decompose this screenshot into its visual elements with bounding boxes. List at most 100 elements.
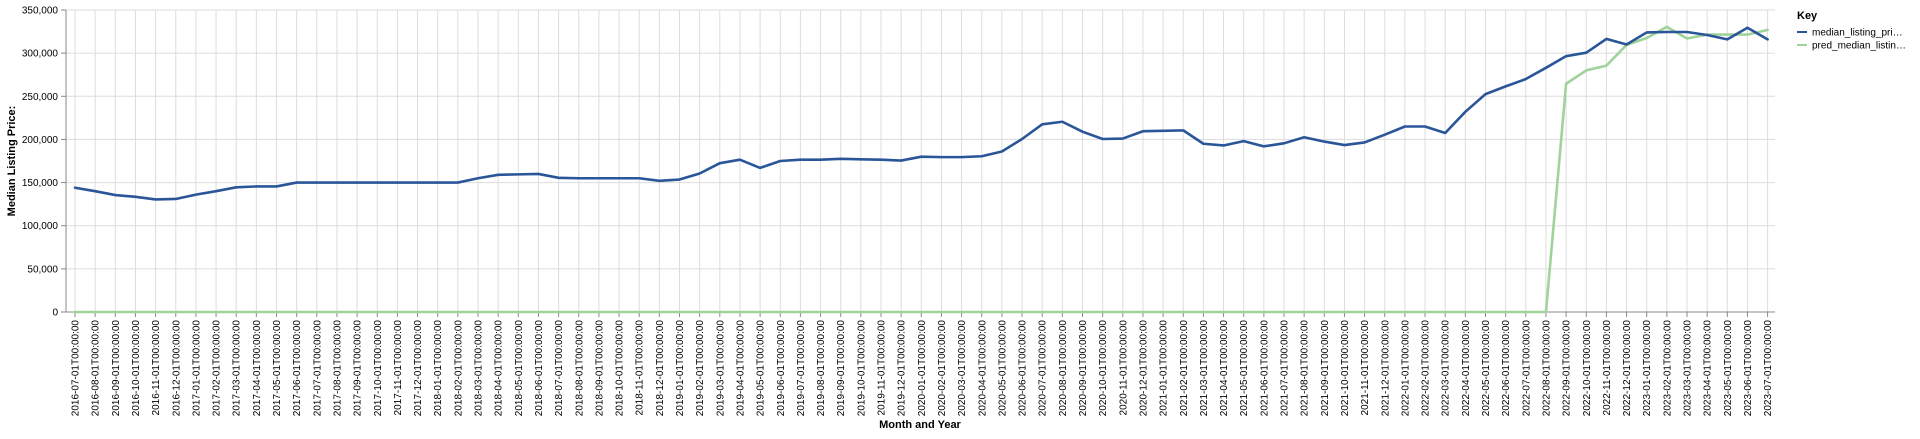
x-tick-label: 2021-08-01T00:00:00 [1300,320,1311,417]
x-tick-label: 2023-07-01T00:00:00 [1763,320,1774,417]
x-tick-label: 2018-01-01T00:00:00 [433,320,444,417]
x-tick-label: 2019-03-01T00:00:00 [715,320,726,417]
x-tick-label: 2019-10-01T00:00:00 [856,320,867,417]
series-lines [73,25,1769,314]
series-line-actual [73,26,1769,201]
x-tick-label: 2017-07-01T00:00:00 [312,320,323,417]
x-axis-title: Month and Year [879,419,961,431]
x-tick-label: 2017-01-01T00:00:00 [191,320,202,417]
x-tick-label: 2017-03-01T00:00:00 [232,320,243,417]
x-tick-label: 2022-05-01T00:00:00 [1481,320,1492,417]
x-tick-label: 2016-11-01T00:00:00 [151,320,162,416]
x-tick-label: 2022-04-01T00:00:00 [1461,320,1472,417]
legend: Key median_listing_pri… pred_median_listi… [1797,10,1906,52]
x-tick-label: 2019-08-01T00:00:00 [816,320,827,417]
x-tick-label: 2020-12-01T00:00:00 [1138,320,1149,417]
x-tick-label: 2017-02-01T00:00:00 [212,320,223,417]
y-axis-title: Median Listing Price: [6,106,18,217]
y-tick-label: 100,000 [22,221,59,232]
x-tick-label: 2022-01-01T00:00:00 [1400,320,1411,417]
x-tick-label: 2022-11-01T00:00:00 [1602,320,1613,416]
y-tick-label: 350,000 [22,6,59,17]
x-tick-label: 2018-06-01T00:00:00 [534,320,545,417]
x-tick-label: 2019-06-01T00:00:00 [776,320,787,417]
x-tick-label: 2020-07-01T00:00:00 [1038,320,1049,417]
x-tick-label: 2021-01-01T00:00:00 [1159,320,1170,417]
series-line-predicted [73,25,1769,314]
y-tick-label: 0 [52,308,58,319]
x-tick-label: 2022-02-01T00:00:00 [1421,320,1432,417]
x-tick-label: 2022-07-01T00:00:00 [1521,320,1532,417]
x-tick-label: 2017-09-01T00:00:00 [353,320,364,417]
x-tick-label: 2018-09-01T00:00:00 [594,320,605,417]
x-tick-label: 2019-05-01T00:00:00 [756,320,767,417]
x-tick-label: 2023-05-01T00:00:00 [1723,320,1734,417]
x-tick-label: 2019-02-01T00:00:00 [695,320,706,417]
x-tick-label: 2023-03-01T00:00:00 [1683,320,1694,417]
x-tick-label: 2021-10-01T00:00:00 [1340,320,1351,417]
x-tick-label: 2020-10-01T00:00:00 [1098,320,1109,417]
x-tick-label: 2018-11-01T00:00:00 [635,320,646,416]
y-tick-label: 300,000 [22,49,59,60]
x-tick-label: 2017-05-01T00:00:00 [272,320,283,417]
x-tick-label: 2016-07-01T00:00:00 [71,320,82,417]
x-tick-label: 2017-08-01T00:00:00 [332,320,343,417]
x-tick-label: 2021-09-01T00:00:00 [1320,320,1331,417]
x-tick-label: 2021-05-01T00:00:00 [1239,320,1250,417]
legend-label: pred_median_listin… [1812,41,1906,52]
x-tick-label: 2018-03-01T00:00:00 [474,320,485,417]
x-tick-label: 2020-04-01T00:00:00 [977,320,988,417]
y-tick-label: 250,000 [22,92,59,103]
x-tick-label: 2016-09-01T00:00:00 [111,320,122,417]
x-tick-label: 2022-06-01T00:00:00 [1501,320,1512,417]
legend-title: Key [1797,10,1818,22]
x-tick-label: 2020-05-01T00:00:00 [997,320,1008,417]
x-tick-label: 2022-12-01T00:00:00 [1622,320,1633,417]
x-tick-label: 2021-06-01T00:00:00 [1259,320,1270,417]
x-tick-label: 2023-04-01T00:00:00 [1703,320,1714,417]
x-tick-label: 2023-01-01T00:00:00 [1642,320,1653,417]
x-tick-label: 2022-09-01T00:00:00 [1562,320,1573,417]
x-tick-label: 2020-11-01T00:00:00 [1118,320,1129,416]
x-tick-label: 2020-01-01T00:00:00 [917,320,928,417]
x-tick-label: 2018-02-01T00:00:00 [453,320,464,417]
x-tick-label: 2022-03-01T00:00:00 [1441,320,1452,417]
grid-lines [66,9,1775,313]
x-tick-label: 2021-04-01T00:00:00 [1219,320,1230,417]
x-tick-label: 2019-07-01T00:00:00 [796,320,807,417]
x-tick-label: 2017-04-01T00:00:00 [252,320,263,417]
x-tick-label: 2017-11-01T00:00:00 [393,320,404,416]
x-tick-label: 2023-02-01T00:00:00 [1662,320,1673,417]
y-ticks: 0 50,000 100,000 150,000 200,000 250,000 300,0… [22,6,66,319]
y-tick-label: 200,000 [22,135,59,146]
y-tick-label: 150,000 [22,178,59,189]
x-tick-label: 2020-08-01T00:00:00 [1058,320,1069,417]
x-tick-label: 2018-10-01T00:00:00 [615,320,626,417]
legend-entries: median_listing_pri… pred_median_listin… [1797,28,1906,52]
x-tick-label: 2019-09-01T00:00:00 [836,320,847,417]
x-tick-label: 2019-04-01T00:00:00 [735,320,746,417]
x-tick-label: 2016-10-01T00:00:00 [131,320,142,417]
x-tick-label: 2018-07-01T00:00:00 [554,320,565,417]
x-tick-label: 2021-12-01T00:00:00 [1380,320,1391,417]
x-tick-label: 2021-02-01T00:00:00 [1179,320,1190,417]
x-tick-label: 2017-12-01T00:00:00 [413,320,424,417]
axes [65,10,1775,313]
x-tick-label: 2021-07-01T00:00:00 [1280,320,1291,417]
x-tick-label: 2022-08-01T00:00:00 [1541,320,1552,417]
legend-label: median_listing_pri… [1812,28,1903,39]
x-tick-label: 2019-11-01T00:00:00 [877,320,888,416]
x-tick-label: 2019-12-01T00:00:00 [897,320,908,417]
x-tick-label: 2017-06-01T00:00:00 [292,320,303,417]
x-tick-label: 2021-11-01T00:00:00 [1360,320,1371,416]
x-ticks: 2016-07-01T00:00:00 2016-08-01T00:00:00 20… [71,312,1774,417]
x-tick-label: 2018-12-01T00:00:00 [655,320,666,417]
y-tick-label: 50,000 [27,264,58,275]
x-tick-label: 2023-06-01T00:00:00 [1743,320,1754,417]
x-tick-label: 2018-04-01T00:00:00 [494,320,505,417]
x-tick-label: 2020-09-01T00:00:00 [1078,320,1089,417]
x-tick-label: 2020-02-01T00:00:00 [937,320,948,417]
x-tick-label: 2021-03-01T00:00:00 [1199,320,1210,417]
